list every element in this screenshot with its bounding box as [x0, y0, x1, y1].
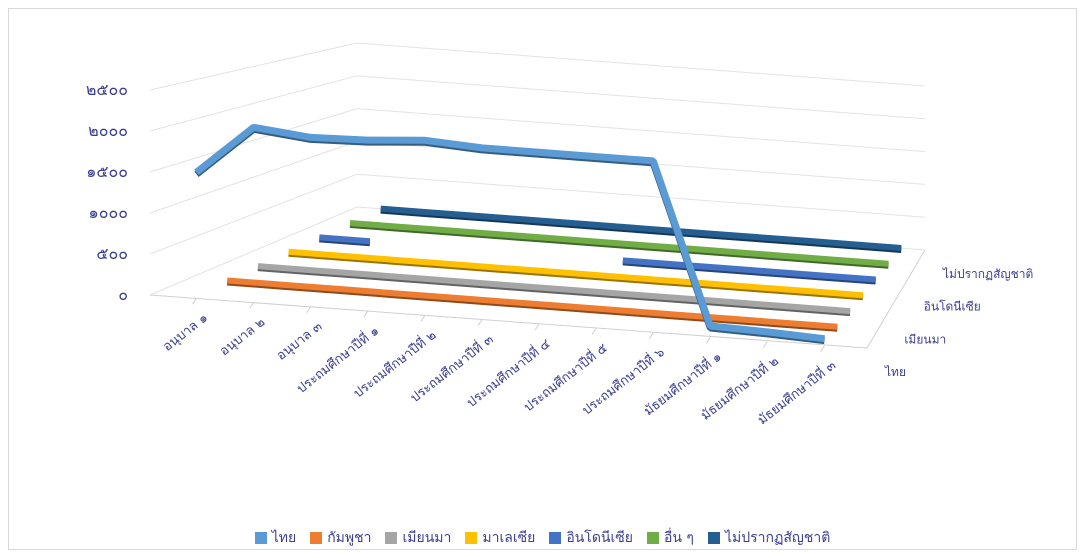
side-gridline: [149, 173, 358, 255]
y-tick-label: ๑๐๐๐: [89, 203, 128, 222]
legend: ไทย กัมพูชา เมียนมา มาเลเซีย อินโดนีเซีย อื่น…: [0, 527, 1085, 549]
chart-frame: [8, 8, 1077, 550]
legend-label: อินโดนีเซีย: [566, 530, 633, 546]
legend-item: เมียนมา: [385, 527, 451, 549]
legend-item: ไทย: [254, 527, 297, 549]
legend-label: อื่น ๆ: [663, 530, 694, 546]
side-gridline: [149, 108, 358, 173]
legend-swatch: [707, 532, 720, 544]
depth-tick-label: ไม่ปรากฏสัญชาติ: [942, 267, 1033, 281]
series-line-4: [622, 257, 876, 283]
depth-tick-label: เมียนมา: [904, 332, 946, 346]
y-tick-label: ๕๐๐: [96, 244, 128, 263]
x-tick-label: อนุบาล ๓: [274, 319, 325, 364]
back-gridline: [356, 75, 926, 120]
side-gridline: [149, 42, 358, 91]
x-tick-mark: [477, 319, 483, 327]
legend-label: เมียนมา: [402, 530, 452, 546]
series-line-3: [288, 248, 864, 299]
series-line-6: [380, 205, 902, 251]
x-tick-mark: [705, 336, 711, 344]
legend-label: มาเลเซีย: [482, 530, 536, 546]
back-gridline: [356, 42, 926, 87]
legend-label: ไทย: [271, 530, 297, 546]
legend-swatch: [465, 532, 478, 544]
legend-item: อินโดนีเซีย: [549, 527, 633, 549]
side-gridline: [149, 140, 358, 214]
series-line-0: [194, 123, 825, 343]
x-tick-mark: [648, 332, 654, 340]
legend-swatch: [385, 532, 398, 544]
y-axis-ticks: ๐ ๕๐๐ ๑๐๐๐ ๑๕๐๐ ๒๐๐๐ ๒๕๐๐: [86, 80, 128, 304]
x-tick-mark: [306, 306, 312, 314]
x-tick-mark: [420, 315, 426, 322]
y-tick-label: ๒๐๐๐: [88, 121, 128, 140]
x-tick-mark: [762, 341, 768, 348]
legend-swatch: [310, 532, 323, 544]
y-tick-label: ๑๕๐๐: [86, 162, 128, 181]
floor-edge: [149, 294, 868, 349]
x-tick-label: อนุบาล ๑: [160, 310, 211, 354]
series-line-2: [257, 263, 851, 315]
series-line-1: [226, 277, 838, 330]
x-tick-mark: [192, 297, 197, 305]
series-line-5: [349, 220, 889, 267]
series-line-4: [319, 234, 371, 245]
legend-item: มาเลเซีย: [465, 527, 535, 549]
floor-side-edge: [866, 249, 926, 349]
depth-tick-label: อินโดนีเซีย: [924, 300, 981, 314]
x-tick-mark: [591, 328, 597, 335]
line-chart-3d: ๐ ๕๐๐ ๑๐๐๐ ๑๕๐๐ ๒๐๐๐ ๒๕๐๐ อนุบาล ๑อนุบาล ๒อนุ…: [86, 42, 1033, 428]
y-tick-label: ๒๕๐๐: [86, 80, 128, 99]
x-tick-mark: [820, 345, 825, 353]
legend-item: อื่น ๆ: [646, 527, 694, 549]
x-tick-mark: [249, 302, 255, 309]
x-tick-mark: [363, 310, 369, 318]
side-gridline: [149, 75, 358, 132]
depth-tick-label: ไทย: [884, 365, 906, 379]
series-lines: [194, 123, 902, 345]
legend-label: กัมพูชา: [327, 530, 372, 546]
legend-swatch: [549, 532, 562, 544]
legend-item: กัมพูชา: [310, 527, 371, 549]
side-gridline: [149, 206, 358, 296]
back-gridline: [356, 108, 926, 153]
legend-swatch: [646, 532, 659, 544]
x-tick-label: อนุบาล ๒: [217, 315, 268, 359]
legend-item: ไม่ปรากฏสัญชาติ: [707, 527, 831, 549]
depth-axis-ticks: ไทย เมียนมา อินโดนีเซีย ไม่ปรากฏสัญชาติ: [884, 267, 1033, 379]
y-tick-label: ๐: [118, 285, 128, 304]
x-tick-mark: [534, 323, 540, 331]
back-gridline: [356, 173, 926, 218]
legend-swatch: [254, 532, 267, 544]
legend-label: ไม่ปรากฏสัญชาติ: [724, 530, 831, 546]
